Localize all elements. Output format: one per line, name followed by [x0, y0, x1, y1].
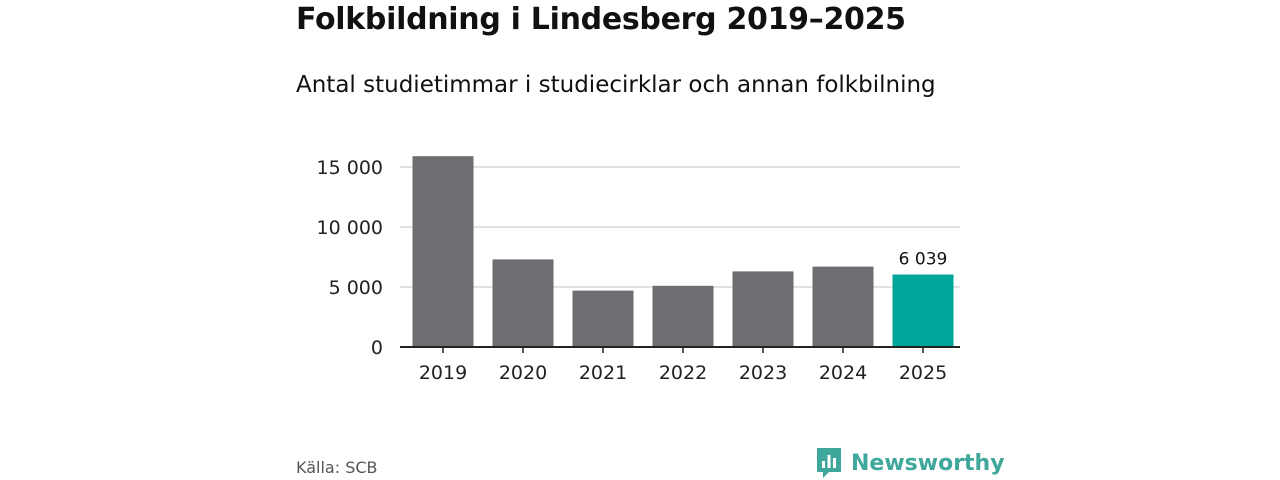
- y-tick-label: 5 000: [329, 277, 383, 299]
- x-tick-label: 2022: [659, 362, 707, 384]
- bar-2021: [572, 290, 634, 347]
- source-note: Källa: SCB: [296, 458, 378, 477]
- chart-title: Folkbildning i Lindesberg 2019–2025: [296, 2, 906, 37]
- data-label: 6 039: [899, 250, 948, 270]
- brand-logo: Newsworthy: [815, 446, 1005, 480]
- y-tick-label: 15 000: [317, 157, 383, 179]
- x-axis-ticks: 2019 2020 2021 2022 2023 2024 2025: [419, 347, 947, 384]
- x-tick-label: 2021: [579, 362, 627, 384]
- x-tick-label: 2025: [899, 362, 947, 384]
- bar-2024: [812, 266, 874, 347]
- grid-lines: [400, 166, 960, 288]
- data-labels: 6 039: [899, 250, 948, 270]
- brand-name: Newsworthy: [851, 450, 1005, 476]
- bar-2023: [732, 271, 794, 347]
- bar-2019: [412, 156, 474, 347]
- y-axis-ticks: 0 5 000 10 000 15 000: [317, 157, 383, 359]
- y-tick-label: 10 000: [317, 217, 383, 239]
- bar-chart-speech-bubble-icon: [817, 448, 841, 478]
- chart-subtitle: Antal studietimmar i studiecirklar och a…: [296, 72, 936, 98]
- bar-2022: [652, 285, 714, 347]
- x-tick-label: 2019: [419, 362, 467, 384]
- x-tick-label: 2024: [819, 362, 867, 384]
- bar-2020: [492, 259, 554, 347]
- x-tick-label: 2020: [499, 362, 547, 384]
- bars: [412, 156, 954, 347]
- x-tick-label: 2023: [739, 362, 787, 384]
- y-tick-label: 0: [371, 337, 383, 359]
- bar-2025: [892, 274, 954, 347]
